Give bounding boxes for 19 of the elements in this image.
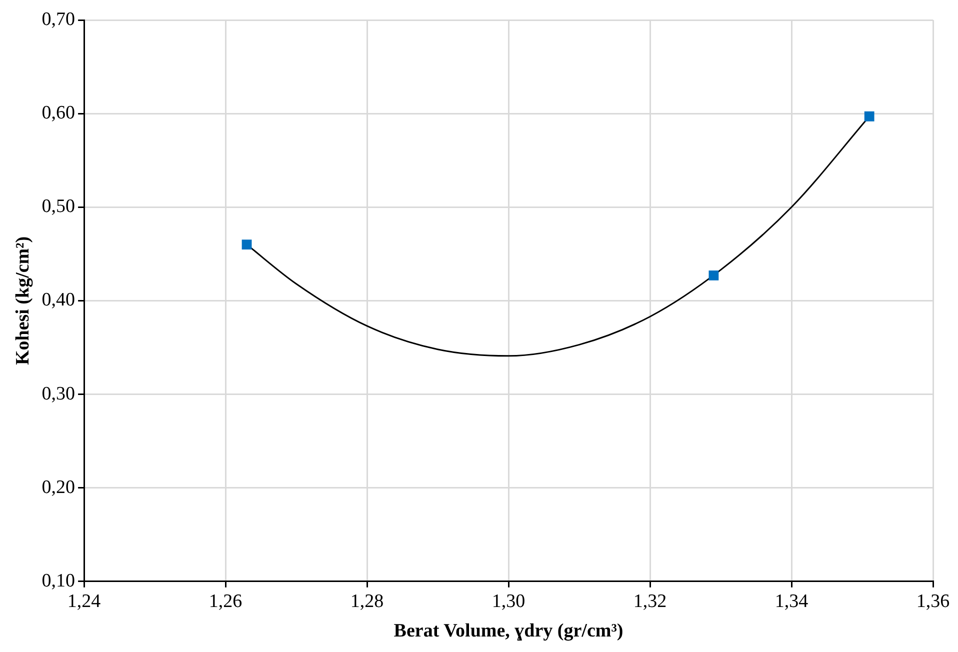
x-axis-title: Berat Volume, ɣdry (gr/cm³) [394,620,624,642]
x-tick-label: 1,30 [492,590,526,612]
y-tick-label: 0,50 [42,196,76,218]
y-tick-label: 0,40 [42,290,76,311]
x-tick-label: 1,26 [208,590,242,612]
y-tick-label: 0,60 [42,102,76,124]
point [708,270,719,280]
x-tick-label: 1,32 [633,590,667,612]
x-tick-label: 1,28 [350,590,384,612]
point [864,111,874,122]
y-tick-label: 0,30 [42,383,76,404]
y-axis-title: Kohesi (kg/cm²) [12,236,34,366]
point [242,240,252,250]
x-tick-label: 1,34 [774,590,809,612]
y-tick-label: 0,10 [42,570,76,592]
x-tick-label: 1,36 [916,590,950,612]
y-tick-label: 0,70 [42,8,76,30]
y-tick-label: 0,20 [42,476,76,498]
x-tick-label: 1,24 [67,590,102,612]
